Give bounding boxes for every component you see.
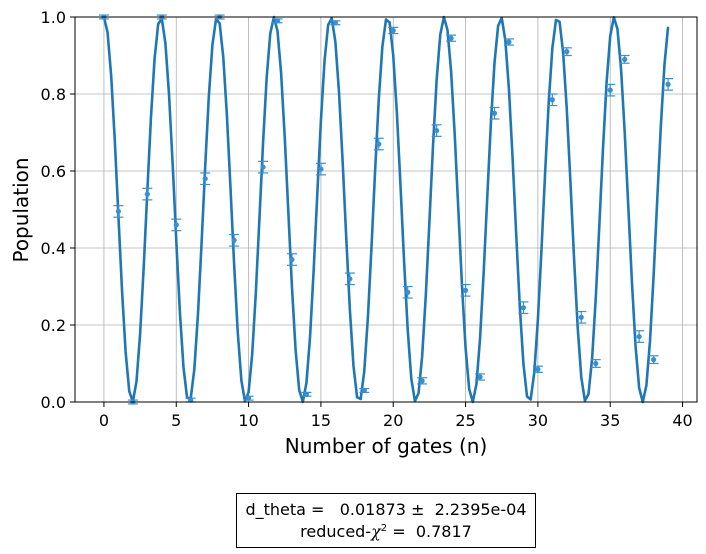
x-tick-label: 10 <box>238 411 258 430</box>
data-point <box>651 357 657 363</box>
data-point <box>361 387 367 394</box>
data-point <box>332 20 338 26</box>
data-point <box>549 97 555 103</box>
data-point <box>462 287 469 293</box>
fit-result-line-2: reduced-χ2 = 0.7817 <box>300 521 472 543</box>
chi-symbol: χ <box>371 521 381 541</box>
data-point <box>448 35 454 41</box>
data-point <box>665 81 671 87</box>
data-point <box>593 360 599 367</box>
y-axis-ticks: 0.0 0.2 0.4 0.6 0.8 1.0 <box>41 8 75 412</box>
data-point <box>607 87 613 93</box>
fit-curve-group <box>102 15 670 404</box>
chart: 0 5 10 15 20 25 30 35 40 0.0 0.2 0.4 0.6 0.8 1.0 Numb… <box>9 8 698 458</box>
data-point <box>202 176 208 182</box>
y-tick-label: 0.0 <box>41 393 66 412</box>
y-tick-label: 0.8 <box>41 85 66 104</box>
fit-result-line-1: d_theta = 0.01873 ± 2.2395e-04 <box>245 499 526 521</box>
data-point <box>636 333 642 340</box>
data-point <box>535 366 541 372</box>
data-point <box>491 110 498 116</box>
data-point <box>260 164 266 170</box>
d-theta-label: d_theta = <box>245 499 325 519</box>
y-tick-label: 0.2 <box>41 316 66 335</box>
y-axis-label: Population <box>9 157 33 262</box>
y-tick-label: 0.4 <box>41 239 66 258</box>
data-point <box>289 256 295 263</box>
data-point <box>564 49 570 55</box>
reduced-chi-value: 0.7817 <box>415 521 472 541</box>
data-point <box>434 127 440 134</box>
data-point <box>347 276 353 282</box>
data-point <box>173 222 179 228</box>
chi-exponent: 2 <box>380 522 388 534</box>
data-point <box>188 397 194 403</box>
data-point <box>419 378 425 384</box>
data-point <box>274 18 281 24</box>
data-point <box>520 305 527 311</box>
data-point <box>622 56 628 62</box>
reduced-chi-prefix: reduced- <box>300 521 372 541</box>
plot-frame <box>74 16 698 403</box>
x-tick-label: 0 <box>99 411 109 430</box>
fit-curve <box>102 15 670 404</box>
x-tick-label: 30 <box>528 411 548 430</box>
y-tick-label: 0.6 <box>41 162 66 181</box>
fit-results-box: d_theta = 0.01873 ± 2.2395e-04 reduced-χ… <box>236 493 536 548</box>
data-point <box>506 39 512 45</box>
x-tick-label: 15 <box>311 411 331 430</box>
x-tick-label: 35 <box>600 411 620 430</box>
data-point <box>318 166 324 172</box>
equals-sign: = <box>392 521 406 541</box>
x-tick-label: 40 <box>672 411 692 430</box>
data-point <box>303 391 310 397</box>
plus-minus-symbol: ± <box>410 499 425 519</box>
d-theta-value: 0.01873 <box>339 499 406 519</box>
data-point <box>376 141 382 147</box>
x-tick-label: 5 <box>171 411 181 430</box>
data-point <box>231 237 237 243</box>
data-point <box>578 314 584 320</box>
x-axis-ticks: 0 5 10 15 20 25 30 35 40 <box>99 402 693 430</box>
data-point <box>477 374 483 380</box>
x-tick-label: 20 <box>383 411 403 430</box>
data-point <box>390 27 396 34</box>
data-point <box>115 208 121 215</box>
x-axis-label: Number of gates (n) <box>285 434 488 458</box>
x-tick-label: 25 <box>455 411 475 430</box>
data-point <box>245 395 252 401</box>
data-point <box>144 191 150 197</box>
y-tick-label: 1.0 <box>41 8 66 27</box>
data-point <box>405 289 411 295</box>
data-points-group <box>98 14 674 405</box>
d-theta-error: 2.2395e-04 <box>434 499 527 519</box>
